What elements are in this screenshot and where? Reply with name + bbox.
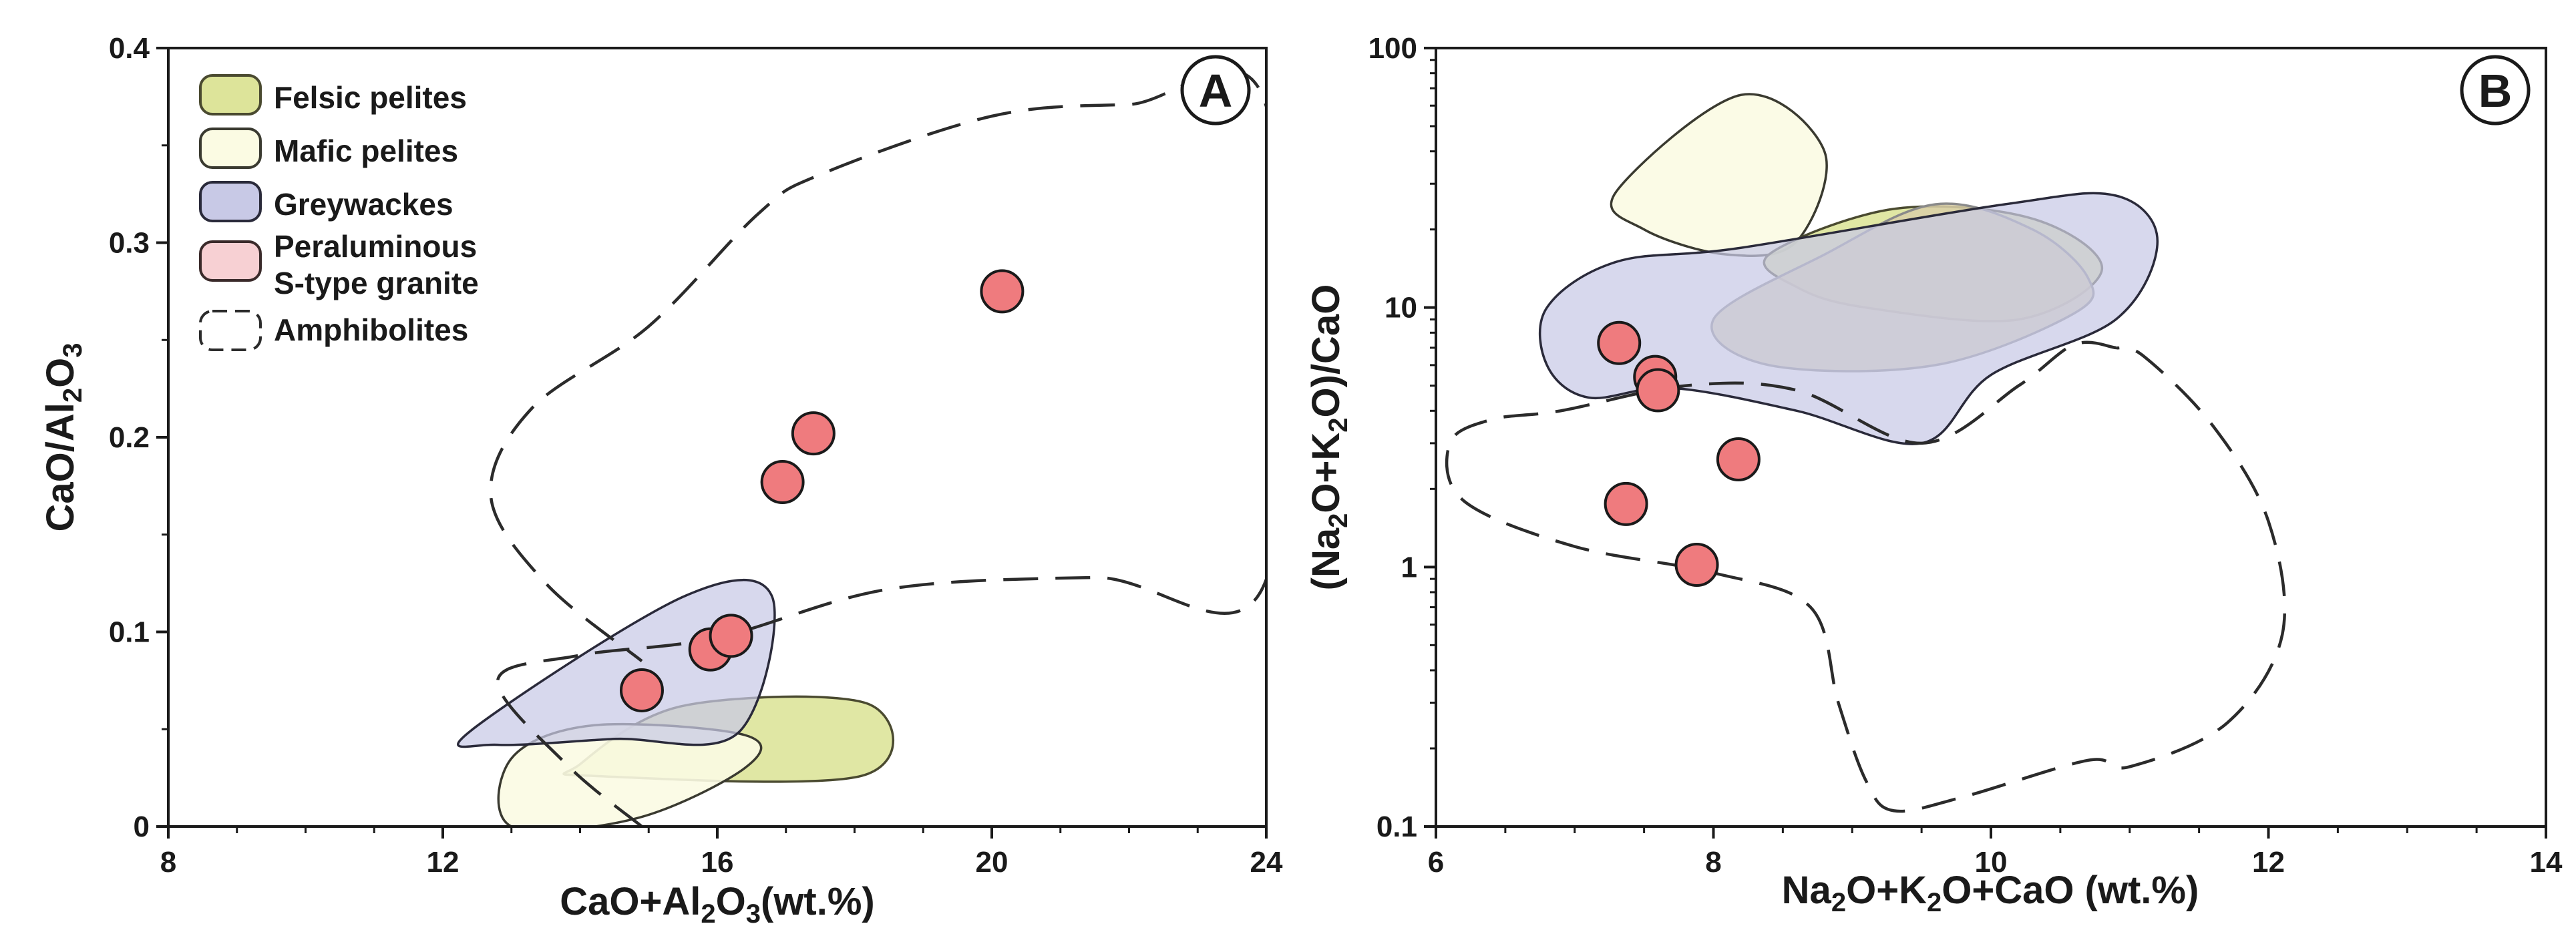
panel-a-points: [619, 269, 1025, 712]
panel-a-point-5: [791, 411, 836, 456]
panel-b-badge-circle: [2460, 55, 2531, 126]
panel-b-ytick-label: 1: [1401, 551, 1417, 583]
panel-a-ytick-label: 0.3: [109, 227, 150, 260]
panel-a-ytick-label: 0: [134, 810, 150, 843]
legend-amphibolite-label: Amphibolites: [274, 312, 468, 347]
panel-b-points: [1597, 320, 1761, 587]
panel-b-ytick-label: 0.1: [1376, 810, 1417, 843]
panel-a-xtick-label: 24: [1250, 846, 1283, 879]
panel-a-tick-labels: 8 12 16 20 24 0 0.1 0.2 0.3 0.4: [109, 32, 1283, 879]
panel-b-ticks: [1424, 47, 2547, 839]
legend-mafic-label: Mafic pelites: [274, 134, 458, 168]
panel-b-point-4: [1716, 437, 1761, 482]
panel-a-letter: A: [1199, 65, 1233, 117]
panel-b-ytick-label: 100: [1368, 32, 1417, 65]
panel-a-point-1: [619, 668, 664, 712]
legend-felsic-swatch: [199, 74, 262, 115]
panel-a-point-6: [980, 269, 1025, 314]
legend-granite-label-line2: S-type granite: [274, 266, 479, 300]
panel-a-ticks: [156, 47, 1268, 839]
panel-b-frame: [1435, 47, 2547, 828]
panel-a-xtick-label: 16: [701, 846, 734, 879]
legend-mafic-swatch: [199, 128, 262, 169]
panel-a-ytick-label: 0.2: [109, 421, 150, 454]
panel-b-letter: B: [2478, 65, 2513, 117]
panel-b-xtick-label: 14: [2530, 846, 2563, 879]
panel-b-xtick-label: 12: [2252, 846, 2285, 879]
panel-a-amphibolites: [489, 69, 1266, 827]
panel-a-point-4: [760, 460, 805, 505]
panel-a: 8 12 16 20 24 0 0.1 0.2 0.3 0.4 CaO+Al2O3(wt.%) C…: [39, 32, 1283, 929]
legend-greywacke-swatch: [199, 181, 262, 222]
panel-a-amphibolite-outline: [489, 69, 1266, 827]
legend-granite-label-line1: Peraluminous: [274, 229, 477, 264]
panel-b-xlabel: Na2O+K2O+CaO (wt.%): [1782, 869, 2199, 917]
panel-b-field-mafic-pelites: [1610, 93, 1828, 257]
panel-b-point-5: [1604, 481, 1648, 526]
legend-granite-swatch: [199, 240, 262, 282]
panel-b-xtick-label: 10: [1975, 846, 2008, 879]
panel-b-fields: [1538, 93, 2159, 445]
panel-b-ytick-label: 10: [1385, 292, 1417, 324]
panel-a-badge: A: [1180, 55, 1251, 126]
panel-a-fields: [457, 579, 895, 827]
panel-b-xtick-label: 6: [1428, 846, 1444, 879]
panel-b-badge: B: [2460, 55, 2531, 126]
panel-b: 6 8 10 12 14 0.1 1 10 100 Na2O+K2O+CaO (wt.%) (N…: [1304, 32, 2563, 917]
panel-b-point-3: [1636, 368, 1680, 413]
panel-b-amphibolite-outline: [1445, 340, 2287, 813]
panel-a-xtick-label: 8: [160, 846, 176, 879]
panel-b-amphibolites: [1445, 340, 2287, 813]
panel-b-point-1: [1597, 320, 1642, 365]
panel-b-point-6: [1674, 542, 1719, 587]
legend: Felsic pelites Mafic pelites Greywackes …: [199, 74, 479, 351]
panel-a-xtick-label: 12: [427, 846, 459, 879]
legend-greywacke-label: Greywackes: [274, 187, 453, 222]
panel-b-tick-labels: 6 8 10 12 14 0.1 1 10 100: [1368, 32, 2563, 879]
panel-a-ytick-label: 0.1: [109, 616, 150, 649]
panel-a-badge-circle: [1180, 55, 1251, 126]
legend-felsic-label: Felsic pelites: [274, 80, 467, 115]
panel-a-ylabel: CaO/Al2O3: [39, 343, 87, 532]
panel-a-field-greywackes: [457, 579, 776, 748]
panel-a-xlabel: CaO+Al2O3(wt.%): [560, 880, 875, 929]
panel-b-field-greywackes: [1538, 192, 2159, 445]
panel-a-xtick-label: 20: [976, 846, 1008, 879]
panel-b-ylabel: (Na2O+K2O)/CaO: [1304, 284, 1353, 591]
legend-amphibolite-swatch: [199, 310, 262, 351]
panel-a-ytick-label: 0.4: [109, 32, 150, 65]
panel-a-point-3: [709, 614, 753, 658]
panel-b-xtick-label: 8: [1705, 846, 1721, 879]
